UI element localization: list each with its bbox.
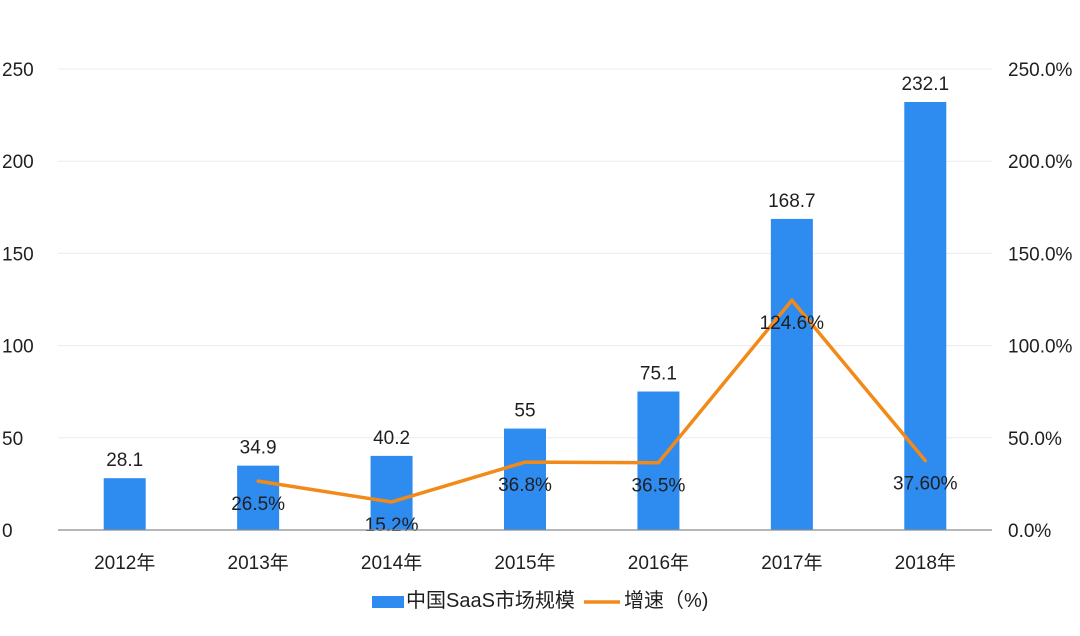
x-tick-label: 2016年: [628, 552, 689, 574]
line-value-label: 124.6%: [760, 313, 825, 334]
left-tick-label: 150: [2, 244, 34, 265]
line-value-label: 36.8%: [498, 475, 552, 496]
bar-value-label: 168.7: [768, 191, 816, 212]
x-tick-label: 2013年: [228, 552, 289, 574]
bar-value-label: 55: [514, 401, 535, 422]
x-tick-label: 2012年: [94, 552, 155, 574]
data-labels: 28.1 34.9 40.2 55 75.1 168.7 232.1 26.5% 15.2% 36…: [106, 74, 957, 536]
bar-series: [103, 102, 947, 530]
line-value-label: 15.2%: [365, 515, 419, 536]
left-y-axis: 0 50 100 150 200 250: [2, 60, 34, 542]
bar: [237, 465, 280, 530]
line-value-label: 36.5%: [631, 476, 685, 497]
bar: [904, 102, 947, 530]
x-tick-label: 2018年: [895, 552, 956, 574]
bar: [370, 455, 413, 530]
line-value-label: 37.60%: [893, 474, 958, 495]
legend-line-label: 增速（%): [624, 589, 708, 612]
growth-line: [256, 298, 928, 504]
left-tick-label: 50: [2, 429, 23, 450]
line-series: [256, 298, 928, 504]
line-value-label: 26.5%: [231, 494, 285, 515]
legend: 中国SaaS市场规模 增速（%): [372, 589, 708, 612]
left-tick-label: 250: [2, 60, 34, 81]
right-tick-label: 250.0%: [1008, 60, 1073, 81]
right-y-axis: 0.0% 50.0% 100.0% 150.0% 200.0% 250.0%: [1008, 60, 1073, 542]
bar: [504, 428, 546, 530]
bar-value-label: 75.1: [640, 364, 677, 385]
x-tick-label: 2014年: [361, 552, 422, 574]
right-tick-label: 50.0%: [1008, 429, 1062, 450]
right-tick-label: 100.0%: [1008, 337, 1073, 358]
left-tick-label: 0: [2, 521, 13, 542]
x-axis: 2012年 2013年 2014年 2015年 2016年 2017年 2018年: [58, 529, 992, 574]
right-tick-label: 0.0%: [1008, 521, 1051, 542]
bar: [770, 218, 813, 530]
right-tick-label: 150.0%: [1008, 244, 1073, 265]
legend-bar-swatch: [372, 596, 404, 608]
left-tick-label: 200: [2, 152, 34, 173]
x-tick-label: 2015年: [494, 552, 555, 574]
bar-value-label: 28.1: [106, 450, 143, 471]
bar-value-label: 40.2: [373, 428, 410, 449]
legend-bar-label: 中国SaaS市场规模: [406, 589, 575, 612]
bar-value-label: 34.9: [240, 438, 277, 459]
x-tick-label: 2017年: [761, 552, 822, 574]
right-tick-label: 200.0%: [1008, 152, 1073, 173]
left-tick-label: 100: [2, 337, 34, 358]
bar: [103, 478, 146, 530]
bar-value-label: 232.1: [902, 74, 950, 95]
gridlines: [58, 68, 992, 439]
